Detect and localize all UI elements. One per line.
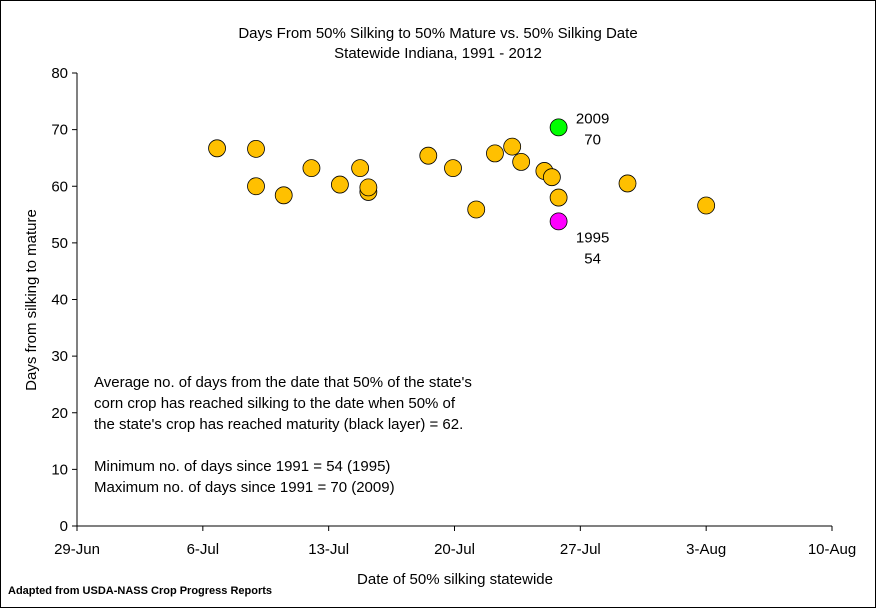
- y-tick-label: 0: [60, 518, 68, 535]
- y-axis-ticks: 0 10 20 30 40 50 60 70 80: [51, 65, 77, 535]
- y-tick-label: 20: [51, 405, 68, 422]
- data-point: [542, 168, 561, 187]
- data-point: [697, 196, 716, 215]
- data-point: [351, 159, 370, 178]
- data-point: [444, 159, 462, 178]
- x-axis-ticks: 29-Jun 6-Jul 13-Jul 20-Jul 27-Jul 3-Aug 10-Aug: [54, 526, 856, 558]
- data-point: [467, 200, 486, 219]
- data-point: [247, 139, 265, 158]
- x-tick-label: 20-Jul: [434, 541, 475, 558]
- point-labels: 2009 70 1995 54: [576, 110, 609, 267]
- point-label: 1995: [576, 229, 609, 246]
- data-point: [486, 144, 504, 163]
- x-tick-label: 13-Jul: [308, 541, 349, 558]
- data-point: [247, 177, 265, 196]
- data-point: [208, 139, 226, 158]
- data-point: [512, 153, 531, 171]
- x-tick-label: 29-Jun: [54, 541, 100, 558]
- y-tick-label: 60: [51, 178, 68, 195]
- chart-title: Days From 50% Silking to 50% Mature vs. …: [238, 25, 637, 42]
- data-point: [331, 175, 349, 194]
- data-point: [359, 178, 378, 197]
- point-label: 70: [584, 131, 601, 148]
- data-point: [302, 159, 321, 178]
- chart-subtitle: Statewide Indiana, 1991 - 2012: [334, 45, 542, 62]
- y-axis-title: Days from silking to mature: [23, 209, 40, 391]
- point-label: 54: [584, 250, 601, 267]
- annotation-text: Average no. of days from the date that 5…: [94, 374, 472, 496]
- annotation-line: Maximum no. of days since 1991 = 70 (200…: [94, 479, 395, 496]
- x-tick-label: 10-Aug: [808, 541, 856, 558]
- x-tick-label: 3-Aug: [686, 541, 726, 558]
- y-tick-label: 10: [51, 461, 68, 478]
- point-label: 2009: [576, 110, 609, 127]
- data-point: [549, 188, 568, 207]
- annotation-line: Minimum no. of days since 1991 = 54 (199…: [94, 458, 390, 475]
- y-tick-label: 80: [51, 65, 68, 82]
- data-point: [549, 118, 568, 137]
- data-point: [618, 174, 637, 193]
- annotation-line: Average no. of days from the date that 5…: [94, 374, 472, 391]
- y-tick-label: 40: [51, 292, 68, 309]
- x-tick-label: 6-Jul: [187, 541, 220, 558]
- x-tick-label: 27-Jul: [560, 541, 601, 558]
- annotation-line: the state's crop has reached maturity (b…: [94, 416, 463, 433]
- x-axis-title: Date of 50% silking statewide: [357, 571, 553, 588]
- source-note: Adapted from USDA-NASS Crop Progress Rep…: [8, 585, 272, 597]
- data-point: [419, 146, 438, 165]
- y-tick-label: 70: [51, 122, 68, 139]
- data-point: [274, 186, 293, 205]
- data-points: [208, 118, 716, 231]
- y-tick-label: 50: [51, 235, 68, 252]
- data-point: [503, 137, 522, 156]
- data-point: [549, 212, 568, 231]
- annotation-line: corn crop has reached silking to the dat…: [94, 395, 456, 412]
- y-tick-label: 30: [51, 348, 68, 365]
